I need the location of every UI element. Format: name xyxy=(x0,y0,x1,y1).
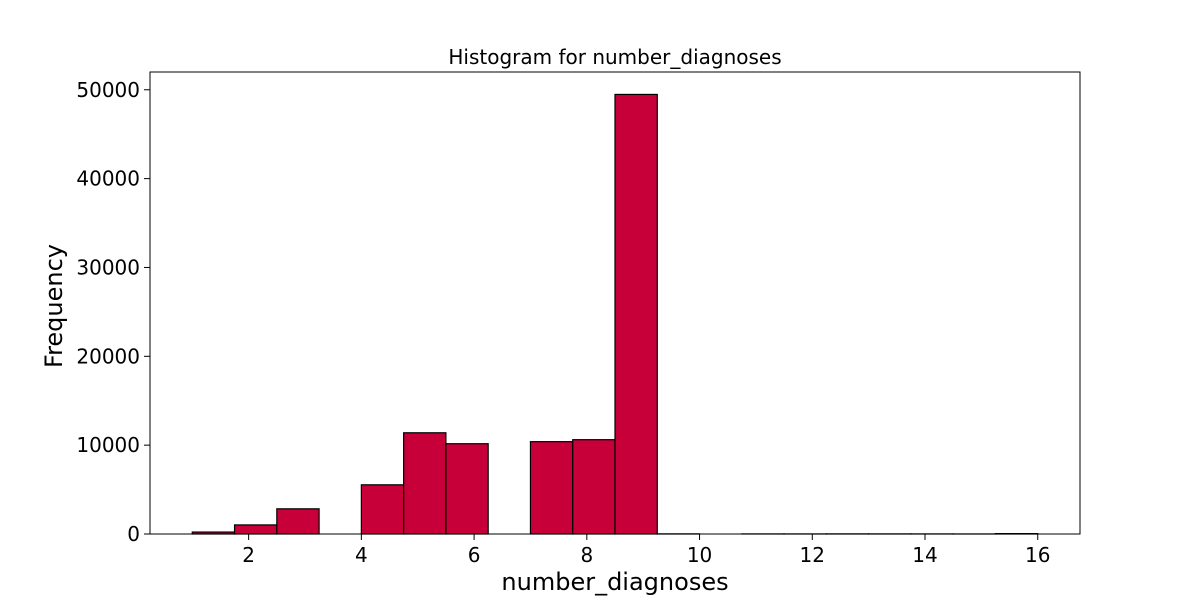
x-tick-label: 6 xyxy=(468,543,481,567)
histogram-bar-2 xyxy=(276,508,320,535)
x-tick-label: 16 xyxy=(1025,543,1050,567)
x-tick-label: 2 xyxy=(242,543,255,567)
y-tick-label: 0 xyxy=(127,522,140,546)
y-tick-label: 40000 xyxy=(76,167,140,191)
x-axis-label: number_diagnoses xyxy=(501,568,728,596)
x-axis-ticks: 2 4 6 8 10 12 14 16 xyxy=(242,534,1050,567)
histogram-bar-4 xyxy=(360,484,405,535)
histogram-bar-1 xyxy=(233,524,278,535)
chart-title: Histogram for number_diagnoses xyxy=(448,45,781,69)
histogram-bar-10 xyxy=(614,93,658,535)
y-axis-label: Frequency xyxy=(40,244,68,368)
histogram-bar-9 xyxy=(572,439,616,535)
y-axis-ticks: 0 10000 20000 30000 40000 50000 xyxy=(76,78,150,546)
histogram-bar-5 xyxy=(403,432,447,535)
y-tick-label: 30000 xyxy=(76,255,140,279)
x-tick-label: 12 xyxy=(800,543,825,567)
y-tick-label: 10000 xyxy=(76,433,140,457)
histogram-bar-8 xyxy=(529,441,574,535)
x-tick-label: 4 xyxy=(355,543,368,567)
plot-frame xyxy=(149,71,1081,535)
histogram-bar-6 xyxy=(445,443,489,535)
bars-group xyxy=(191,93,1039,535)
y-tick-label: 20000 xyxy=(76,344,140,368)
x-tick-label: 10 xyxy=(687,543,712,567)
y-tick-label: 50000 xyxy=(76,78,140,102)
x-tick-label: 14 xyxy=(912,543,937,567)
x-tick-label: 8 xyxy=(580,543,593,567)
